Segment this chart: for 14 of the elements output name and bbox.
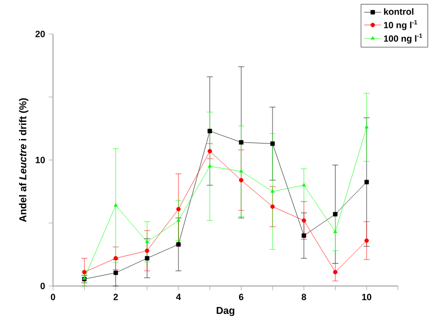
legend-label: kontrol (384, 8, 414, 15)
legend-label: 100 ng l$^{-1}$ (384, 34, 422, 44)
x-tick-label: 8 (302, 294, 306, 300)
x-tick-label: 10 (362, 294, 372, 300)
x-axis-title: Dag (216, 307, 234, 316)
x-tick-label: 2 (114, 294, 118, 300)
legend-label: 10 ng l$^{-1}$ (384, 20, 418, 30)
y-tick-label: 20 (36, 30, 45, 38)
y-axis-title: Andel af Leuctre i drift (%) (19, 98, 28, 222)
x-tick-label: 6 (239, 294, 244, 300)
x-tick-label: 4 (176, 294, 181, 300)
y-tick-label: 10 (36, 156, 45, 164)
y-tick-label: 0 (40, 282, 45, 290)
x-tick-label: 0 (50, 294, 56, 300)
